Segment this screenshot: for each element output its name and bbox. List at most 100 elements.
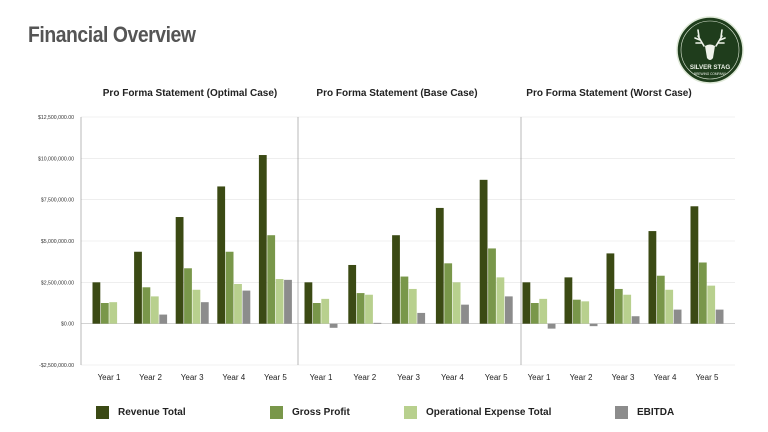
bar-ebitda (715, 309, 724, 324)
x-tick-label: Year 2 (139, 373, 162, 382)
stag-icon (694, 29, 726, 47)
bar-opex (496, 277, 505, 324)
legend-item-opex: Operational Expense Total (404, 402, 551, 422)
bar-gross-profit (312, 303, 321, 324)
bar-ebitda (631, 316, 640, 324)
y-tick-label: -$2,500,000.00 (39, 363, 74, 369)
bar-ebitda (200, 302, 209, 324)
y-tick-label: $10,000,000.00 (38, 156, 74, 162)
bar-revenue (479, 179, 488, 324)
bar-revenue (606, 253, 615, 324)
bar-opex (623, 294, 632, 324)
x-tick-label: Year 1 (98, 373, 121, 382)
bar-revenue (648, 231, 657, 324)
bar-ebitda (159, 314, 168, 324)
bar-gross-profit (400, 276, 409, 324)
bar-opex (581, 301, 590, 324)
chart-title-base: Pro Forma Statement (Base Case) (316, 88, 478, 99)
bar-ebitda (547, 323, 556, 329)
x-tick-label: Year 4 (222, 373, 245, 382)
bar-revenue (134, 251, 142, 324)
x-tick-label: Year 2 (353, 373, 376, 382)
legend-label-gross-profit: Gross Profit (292, 406, 350, 418)
chart-title-worst: Pro Forma Statement (Worst Case) (526, 88, 692, 99)
bar-opex (150, 296, 159, 324)
x-tick-label: Year 4 (654, 373, 677, 382)
bar-opex (109, 302, 118, 324)
legend-swatch-opex (404, 405, 417, 419)
bar-opex (452, 282, 461, 324)
y-tick-label: $7,500,000.00 (41, 198, 74, 204)
bar-gross-profit (530, 303, 539, 324)
x-tick-label: Year 1 (528, 373, 551, 382)
silver-stag-logo: SILVER STAG BREWING COMPANY (676, 16, 744, 84)
bar-revenue (690, 206, 699, 324)
legend-swatch-gross-profit (270, 405, 283, 419)
x-tick-label: Year 5 (696, 373, 719, 382)
logo-line1: SILVER STAG (690, 64, 731, 71)
bar-gross-profit (356, 293, 365, 324)
bar-revenue (564, 277, 573, 324)
logo-line2: BREWING COMPANY (694, 72, 727, 76)
bar-gross-profit (184, 268, 192, 324)
bar-ebitda (242, 290, 251, 324)
bar-ebitda (589, 323, 598, 327)
legend-item-gross-profit: Gross Profit (270, 402, 350, 422)
bar-ebitda (461, 304, 469, 324)
x-tick-label: Year 5 (264, 373, 287, 382)
bar-gross-profit (614, 288, 623, 324)
legend-item-revenue: Revenue Total (96, 402, 186, 422)
chart-title-optimal: Pro Forma Statement (Optimal Case) (102, 88, 278, 99)
x-tick-label: Year 3 (612, 373, 635, 382)
bar-revenue (258, 155, 267, 324)
bar-ebitda (504, 296, 513, 324)
legend-label-opex: Operational Expense Total (426, 406, 552, 418)
legend-label-revenue: Revenue Total (118, 406, 186, 418)
x-tick-label: Year 4 (441, 373, 464, 382)
bar-revenue (522, 282, 531, 324)
bar-ebitda (417, 312, 426, 324)
bar-opex (665, 289, 674, 324)
x-tick-label: Year 3 (397, 373, 420, 382)
bar-gross-profit (225, 251, 234, 324)
bar-ebitda (329, 323, 338, 328)
bar-revenue (435, 207, 444, 324)
bar-opex (408, 288, 417, 324)
page-title: Financial Overview (28, 22, 196, 47)
bar-revenue (304, 282, 313, 324)
y-tick-label: $2,500,000.00 (41, 280, 74, 286)
bar-opex (707, 285, 716, 324)
y-tick-label: $0.00 (61, 322, 74, 328)
bar-revenue (92, 282, 101, 324)
bar-ebitda (673, 309, 682, 324)
x-tick-label: Year 3 (181, 373, 204, 382)
bar-revenue (348, 264, 357, 324)
legend-swatch-ebitda (615, 405, 628, 419)
bar-gross-profit (488, 248, 496, 324)
bar-revenue (175, 217, 184, 324)
bar-gross-profit (656, 275, 665, 324)
bar-opex (365, 294, 373, 324)
legend-item-ebitda: EBITDA (615, 402, 674, 422)
y-tick-label: $5,000,000.00 (41, 239, 74, 245)
bar-revenue (392, 235, 400, 324)
x-tick-label: Year 1 (310, 373, 333, 382)
x-tick-label: Year 2 (570, 373, 593, 382)
bar-gross-profit (100, 303, 109, 324)
bar-opex (192, 289, 201, 324)
bar-opex (321, 298, 330, 324)
y-tick-label: $12,500,000.00 (38, 115, 74, 121)
stag-head-icon (705, 44, 715, 60)
bar-gross-profit (572, 299, 581, 324)
bar-ebitda (373, 322, 382, 324)
bar-ebitda (284, 279, 292, 324)
bar-opex (539, 298, 548, 324)
bar-opex (275, 279, 284, 324)
legend-label-ebitda: EBITDA (637, 406, 675, 418)
x-tick-label: Year 5 (485, 373, 508, 382)
bar-opex (234, 283, 242, 324)
legend-swatch-revenue (96, 405, 109, 419)
bar-gross-profit (142, 287, 151, 324)
bar-gross-profit (444, 263, 453, 324)
